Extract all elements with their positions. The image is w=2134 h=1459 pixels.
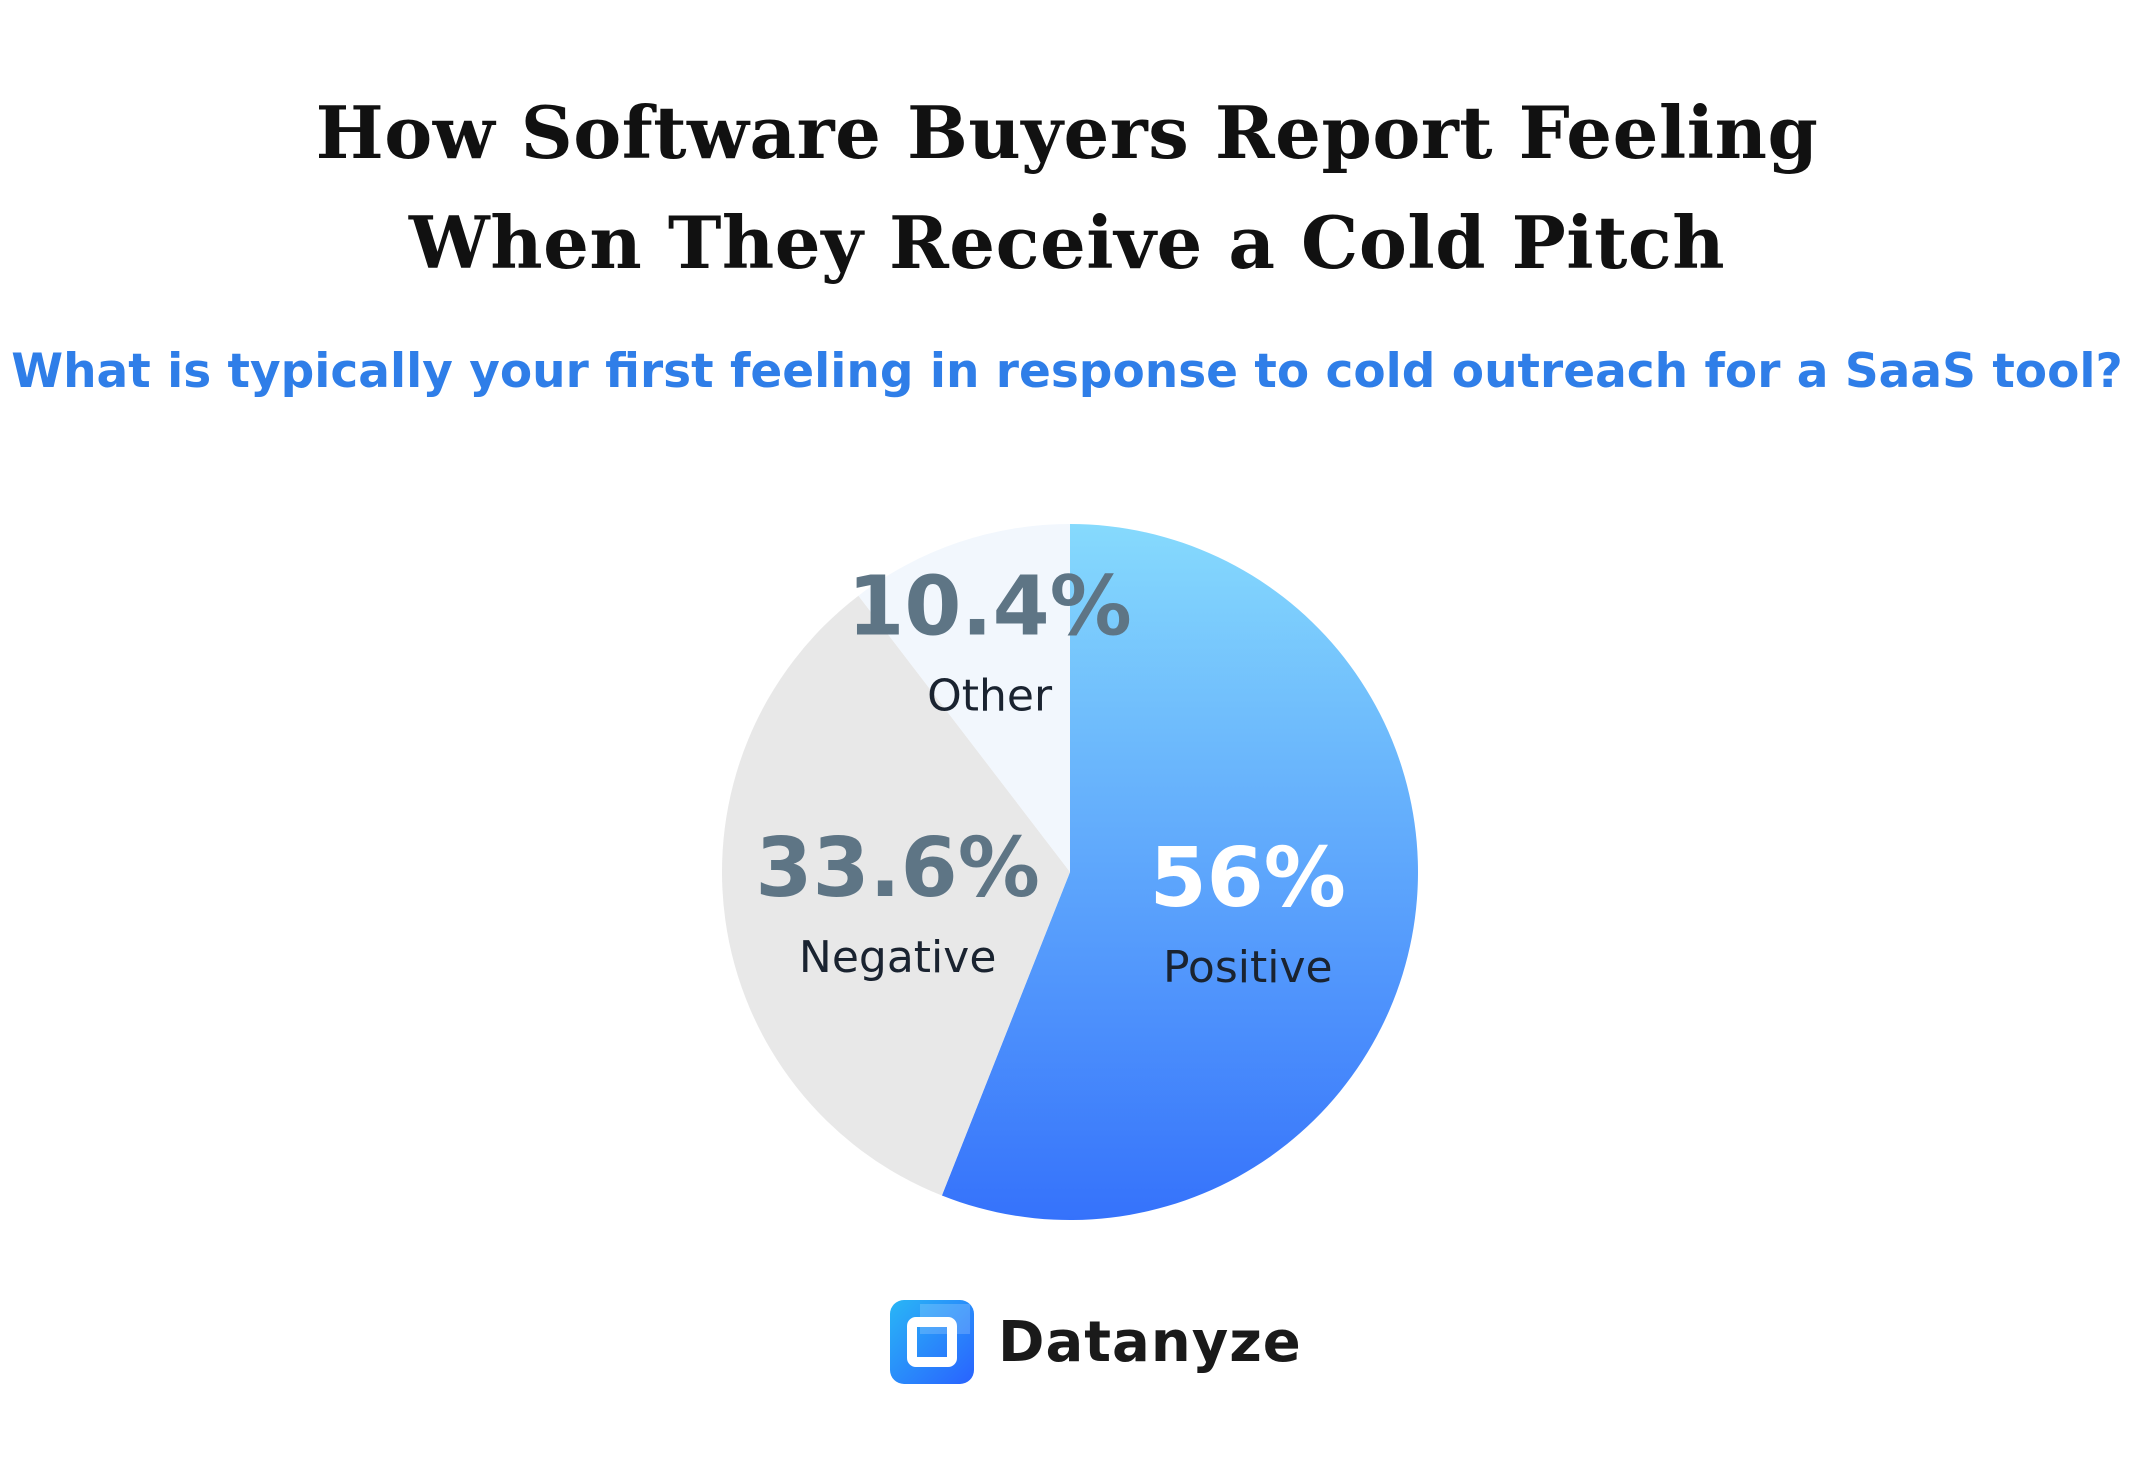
brand-name: Datanyze <box>998 1309 1302 1375</box>
pie-category-label-other: Other <box>927 671 1053 722</box>
pie-slices <box>721 524 1418 1220</box>
chart-subtitle: What is typically your first feeling in … <box>11 344 2123 399</box>
brand-footer: Datanyze <box>890 1300 1302 1384</box>
chart-title: How Software Buyers Report Feeling When … <box>0 78 2134 298</box>
chart-title-line-2: When They Receive a Cold Pitch <box>408 200 1726 285</box>
pie-slice-positive <box>941 524 1418 1220</box>
pie-value-label-negative: 33.6% <box>755 821 1039 916</box>
pie-value-label-other: 10.4% <box>847 560 1131 655</box>
chart-title-line-1: How Software Buyers Report Feeling <box>315 90 1819 175</box>
pie-slice-negative <box>721 595 1070 1196</box>
pie-value-label-positive: 56% <box>1150 831 1346 926</box>
pie-category-label-positive: Positive <box>1163 942 1333 993</box>
pie-slice-other <box>858 524 1070 872</box>
pie-category-label-negative: Negative <box>799 932 996 983</box>
pie-labels: 56% Positive 33.6% Negative 10.4% Other <box>755 560 1345 993</box>
datanyze-logo-icon <box>890 1300 974 1384</box>
